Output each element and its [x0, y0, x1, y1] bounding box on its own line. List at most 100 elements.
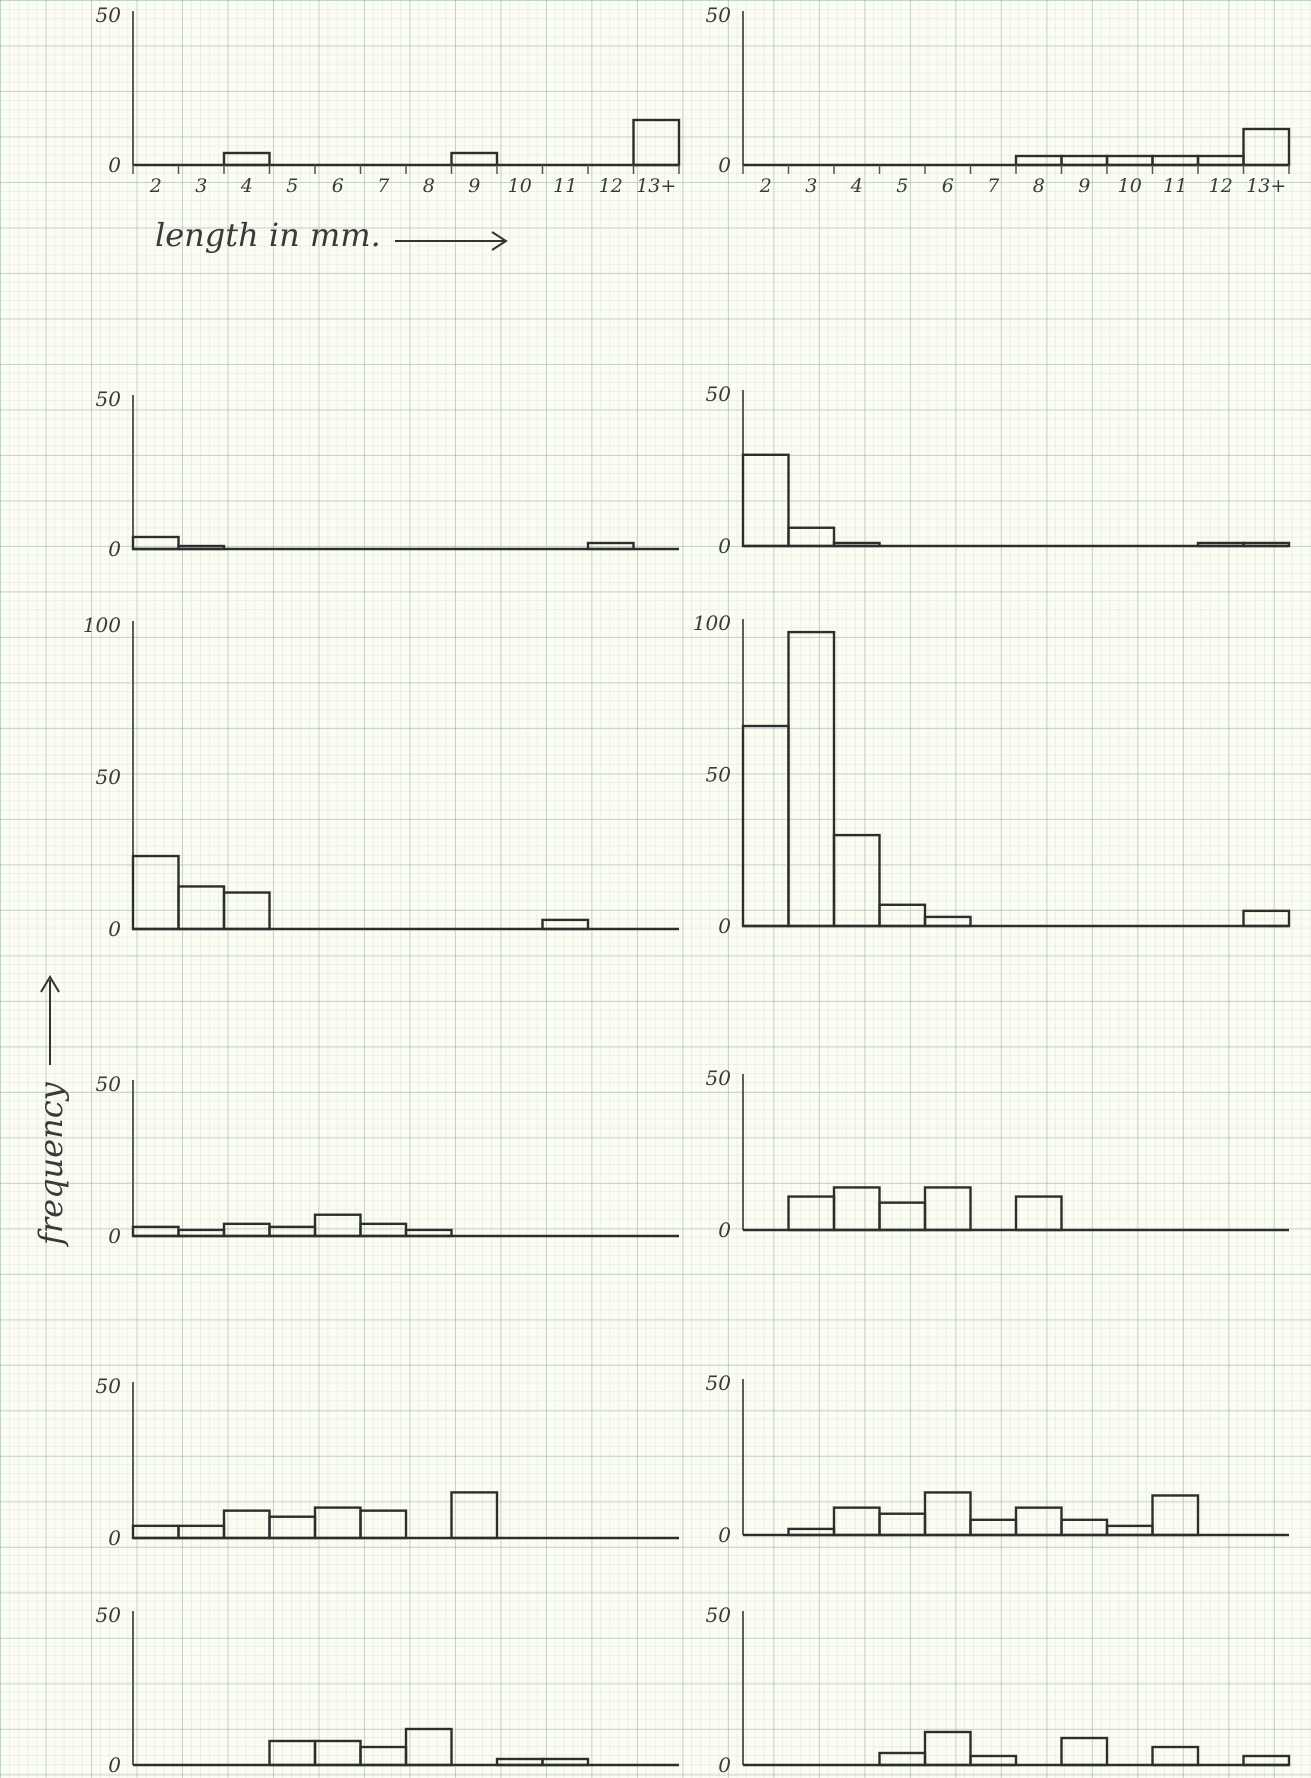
bar-12 [586, 541, 635, 551]
y-axis-title-group: frequency [32, 975, 70, 1247]
bar-4 [222, 1509, 271, 1540]
bar-10 [495, 1757, 544, 1767]
x-axis-title-group: length in mm. [155, 216, 508, 254]
bar-2 [131, 1225, 180, 1238]
bar-2 [131, 1524, 180, 1540]
x-tick-label: 13+ [636, 175, 676, 197]
bar-3 [177, 1228, 226, 1238]
histogram-panel-row1-left: 50 0 2 3 4 5 6 7 8 9 10 11 12 13+ [96, 3, 681, 197]
x-tick-label: 11 [553, 175, 577, 197]
x-tick-label: 2 [149, 175, 162, 197]
bar-4 [832, 1506, 881, 1537]
y-tick-label: 0 [108, 1753, 121, 1777]
bar-2 [131, 535, 180, 551]
bar-11 [541, 1757, 590, 1767]
bar-8 [404, 1727, 453, 1767]
bar-11 [1151, 154, 1200, 167]
y-tick-label: 0 [718, 1523, 731, 1547]
bar-6 [923, 915, 972, 928]
bar-3 [787, 630, 836, 928]
bar-5 [268, 1225, 317, 1238]
y-tick-label: 0 [108, 917, 121, 941]
y-tick-label: 50 [96, 765, 122, 789]
x-tick-label: 5 [896, 175, 908, 197]
x-tick-label: 13+ [1246, 175, 1286, 197]
bar-12 [1196, 154, 1245, 167]
bar-5 [268, 1515, 317, 1540]
x-tick-label: 7 [987, 175, 1000, 197]
x-axis-arrow-head [491, 231, 508, 251]
histogram-panel-row3-right: 100 50 0 [693, 611, 1291, 938]
y-tick-label: 50 [96, 387, 122, 411]
x-tick-label: 12 [1209, 175, 1233, 197]
bar-3 [177, 1524, 226, 1540]
bar-5 [878, 1751, 927, 1767]
y-tick-label: 0 [108, 1224, 121, 1248]
y-tick-label: 50 [706, 1066, 732, 1090]
bar-4 [832, 833, 881, 928]
x-tick-label: 9 [1078, 175, 1090, 197]
bar-11 [1151, 1745, 1200, 1767]
bar-5 [878, 1512, 927, 1537]
y-tick-label: 0 [718, 914, 731, 938]
bar-4 [222, 151, 271, 167]
x-tick-label: 6 [942, 175, 954, 197]
bar-13+ [1242, 541, 1291, 548]
bar-6 [923, 1730, 972, 1767]
x-axis-title: length in mm. [155, 216, 381, 254]
y-tick-label: 50 [706, 763, 732, 787]
bar-7 [359, 1509, 408, 1540]
histogram-panel-row5-right: 50 0 [706, 1371, 1289, 1547]
x-tick-label: 11 [1163, 175, 1187, 197]
histogram-panel-row4-right: 50 0 [706, 1066, 1289, 1242]
bar-4 [832, 1186, 881, 1232]
bar-7 [359, 1745, 408, 1767]
histogram-panel-row5-left: 50 0 [96, 1374, 679, 1550]
bar-6 [923, 1491, 972, 1537]
bar-3 [787, 526, 836, 548]
y-tick-label: 100 [693, 611, 731, 635]
x-tick-label: 6 [332, 175, 344, 197]
y-axis-arrow-head [40, 975, 60, 993]
y-tick-label: 0 [108, 153, 121, 177]
x-tick-label: 12 [599, 175, 623, 197]
histogram-panel-row3-left: 100 50 0 [83, 613, 679, 941]
histogram-panel-row4-left: 50 0 [96, 1072, 679, 1248]
bar-9 [1060, 154, 1109, 167]
y-tick-label: 50 [96, 1374, 122, 1398]
bar-6 [313, 1213, 362, 1238]
bar-9 [1060, 1736, 1109, 1767]
bar-4 [222, 891, 271, 931]
bar-12 [1196, 541, 1245, 548]
bar-5 [878, 1201, 927, 1232]
x-tick-label: 5 [286, 175, 298, 197]
bar-4 [832, 541, 881, 548]
bar-8 [1014, 1195, 1063, 1232]
x-tick-label: 3 [195, 175, 207, 197]
bar-3 [787, 1527, 836, 1537]
y-tick-label: 50 [706, 382, 732, 406]
y-axis-title: frequency [32, 1081, 70, 1247]
y-tick-label: 0 [718, 1753, 731, 1777]
y-tick-label: 100 [83, 613, 121, 637]
bar-8 [404, 1228, 453, 1238]
histogram-panel-row6-right: 50 0 [706, 1603, 1291, 1777]
bar-13+ [1242, 1754, 1291, 1767]
bar-3 [177, 544, 226, 551]
y-tick-label: 0 [108, 537, 121, 561]
x-tick-label: 7 [377, 175, 390, 197]
bar-6 [923, 1186, 972, 1232]
bar-7 [969, 1518, 1018, 1537]
y-tick-label: 0 [718, 153, 731, 177]
bar-10 [1105, 154, 1154, 167]
bar-8 [1014, 154, 1063, 167]
bar-5 [878, 903, 927, 928]
bar-13+ [1242, 127, 1291, 167]
x-tick-label: 8 [423, 175, 435, 197]
bar-3 [177, 885, 226, 931]
bar-4 [222, 1222, 271, 1238]
bar-8 [1014, 1506, 1063, 1537]
bar-13+ [632, 118, 681, 167]
